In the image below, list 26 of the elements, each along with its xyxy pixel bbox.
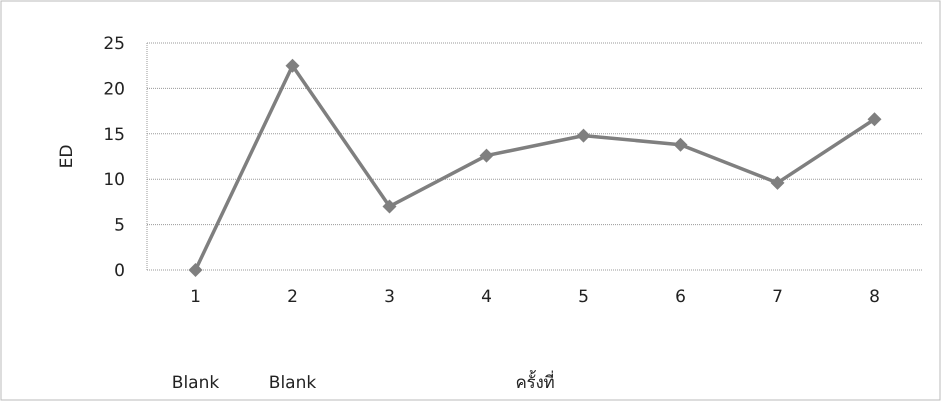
point (382, 199, 396, 214)
y-axis-title: ED (57, 144, 77, 168)
x-tick-label: 1 (190, 287, 201, 307)
point (188, 263, 202, 277)
x-tick-label: 2 (287, 287, 298, 307)
point (674, 138, 688, 152)
x-tick-label: 6 (675, 287, 686, 307)
x-tick-label: 4 (481, 287, 492, 307)
y-tick-label: 0 (114, 261, 125, 281)
point (868, 112, 882, 126)
x-tick-label: 8 (869, 287, 880, 307)
y-tick-label: 5 (114, 216, 125, 236)
x-tick-label: 3 (384, 287, 395, 307)
y-tick-label: 10 (103, 170, 125, 190)
x-axis-title: ครั้งที่ (516, 370, 554, 393)
text: Blank (172, 373, 220, 393)
text: Blank (268, 373, 316, 393)
y-tick-label: 15 (103, 124, 125, 145)
point (576, 128, 590, 143)
point (770, 176, 784, 190)
x-tick-label: 5 (578, 287, 589, 307)
x-tick-label: 7 (772, 287, 783, 307)
y-tick-label: 20 (103, 79, 125, 100)
point (286, 58, 300, 73)
y-tick-label: 25 (103, 34, 125, 54)
point (480, 148, 494, 163)
